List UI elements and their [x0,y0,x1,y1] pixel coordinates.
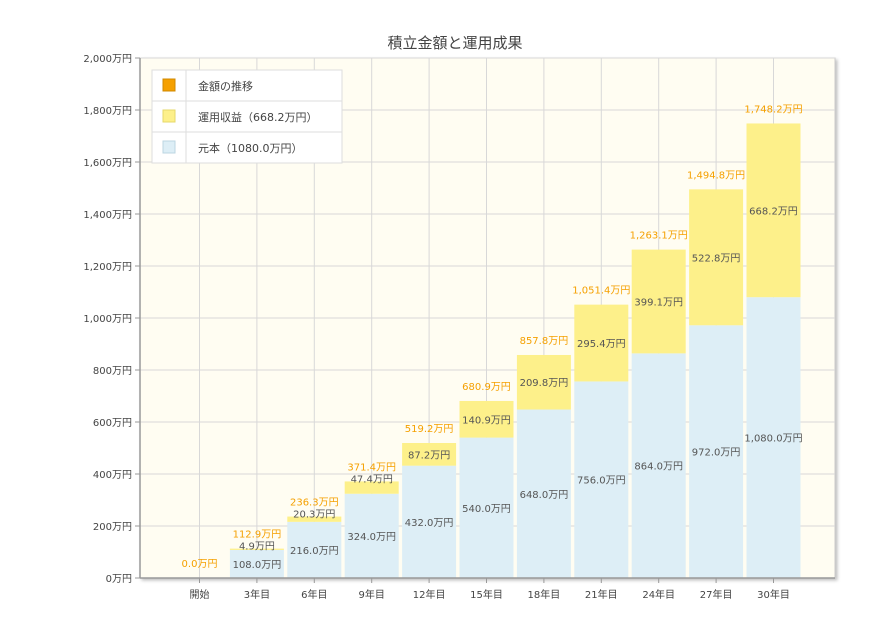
y-tick-label: 1,000万円 [83,314,132,325]
bar-principal[interactable] [287,521,342,578]
bar-principal[interactable] [344,493,399,578]
total-label: 857.8万円 [520,336,569,347]
bar-labels: 108.0万円 4.9万円 216.0万円 20.3万円 324.0万円 47.4万円 43… [182,104,803,570]
y-tick-label: 800万円 [93,366,132,377]
bar-principal[interactable] [516,409,571,578]
y-tick-label: 1,200万円 [83,262,132,273]
total-label: 371.4万円 [347,462,396,473]
legend-swatch-line [162,78,176,92]
total-label: 1,051.4万円 [572,286,630,297]
x-tick-label: 24年目 [642,588,675,601]
bar-label-principal: 108.0万円 [233,560,282,571]
y-tick-label: 1,600万円 [83,158,132,169]
bar-profit[interactable] [689,189,744,326]
bar-profit[interactable] [402,443,457,466]
bar-profit[interactable] [459,400,514,438]
bar-label-principal: 972.0万円 [692,448,741,459]
bars [229,123,801,578]
total-label: 0.0万円 [182,559,218,570]
y-tick-label: 2,000万円 [83,54,132,65]
bar-label-principal: 756.0万円 [577,476,626,487]
bar-profit[interactable] [344,481,399,494]
bar-label-profit: 47.4万円 [351,474,393,485]
x-tick-label: 21年目 [585,588,618,601]
bar-profit[interactable] [287,516,342,522]
bar-principal[interactable] [229,549,284,578]
x-tick-label: 6年目 [301,588,327,601]
total-label: 1,748.2万円 [744,104,802,115]
legend-label-principal: 元本（1080.0万円） [198,141,303,155]
total-label: 112.9万円 [233,530,282,541]
y-tick-label: 200万円 [93,522,132,533]
legend-label-profit: 運用収益（668.2万円） [198,110,318,124]
x-tick-label: 開始 [190,588,210,601]
bar-profit[interactable] [516,354,571,410]
x-tick-label: 9年目 [359,588,385,601]
y-tick-label: 600万円 [93,418,132,429]
bar-label-profit: 209.8万円 [520,378,569,389]
total-label: 680.9万円 [462,382,511,393]
legend[interactable]: 金額の推移 運用収益（668.2万円） 元本（1080.0万円） [151,69,343,164]
y-tick-label: 1,800万円 [83,106,132,117]
bar-profit[interactable] [746,123,801,298]
bar-principal[interactable] [459,437,514,578]
bar-label-principal: 1,080.0万円 [744,434,802,445]
x-tick-label: 12年目 [413,588,446,601]
legend-box [151,69,343,164]
y-tick-label: 1,400万円 [83,210,132,221]
x-tick-label: 27年目 [700,588,733,601]
bar-principal[interactable] [574,381,629,578]
bar-label-profit: 20.3万円 [293,510,335,521]
bar-profit[interactable] [574,304,629,382]
bar-label-principal: 216.0万円 [290,546,339,557]
bar-label-profit: 4.9万円 [239,542,275,553]
total-label: 1,494.8万円 [687,170,745,181]
legend-swatch-profit [162,109,176,123]
x-tick-label: 15年目 [470,588,503,601]
bar-principal[interactable] [631,353,686,578]
bar-profit[interactable] [631,249,686,354]
bar-label-profit: 668.2万円 [749,206,798,217]
bar-profit[interactable] [229,548,284,550]
x-tick-label: 3年目 [244,588,270,601]
bar-principal[interactable] [746,297,801,578]
bar-label-principal: 432.0万円 [405,518,454,529]
bar-label-principal: 540.0万円 [462,504,511,515]
bar-principal[interactable] [402,465,457,578]
bar-label-profit: 87.2万円 [408,450,450,461]
x-tick-label: 30年目 [757,588,790,601]
bar-label-principal: 648.0万円 [520,490,569,501]
bar-label-profit: 522.8万円 [692,253,741,264]
legend-label-line: 金額の推移 [198,79,253,93]
total-label: 519.2万円 [405,424,454,435]
bar-label-principal: 324.0万円 [347,532,396,543]
chart-title: 積立金額と運用成果 [387,34,522,52]
bar-label-profit: 295.4万円 [577,339,626,350]
bar-label-principal: 864.0万円 [634,462,683,473]
total-label: 1,263.1万円 [630,231,688,242]
bar-label-profit: 399.1万円 [634,297,683,308]
axes: 0万円 200万円 400万円 600万円 800万円 1,000万円 1,200万円 1,4… [83,54,835,601]
legend-swatch-principal [162,140,176,154]
bar-principal[interactable] [689,325,744,578]
y-tick-label: 0万円 [106,574,132,585]
x-tick-label: 18年目 [528,588,561,601]
y-tick-label: 400万円 [93,470,132,481]
bar-label-profit: 140.9万円 [462,415,511,426]
total-label: 236.3万円 [290,498,339,509]
